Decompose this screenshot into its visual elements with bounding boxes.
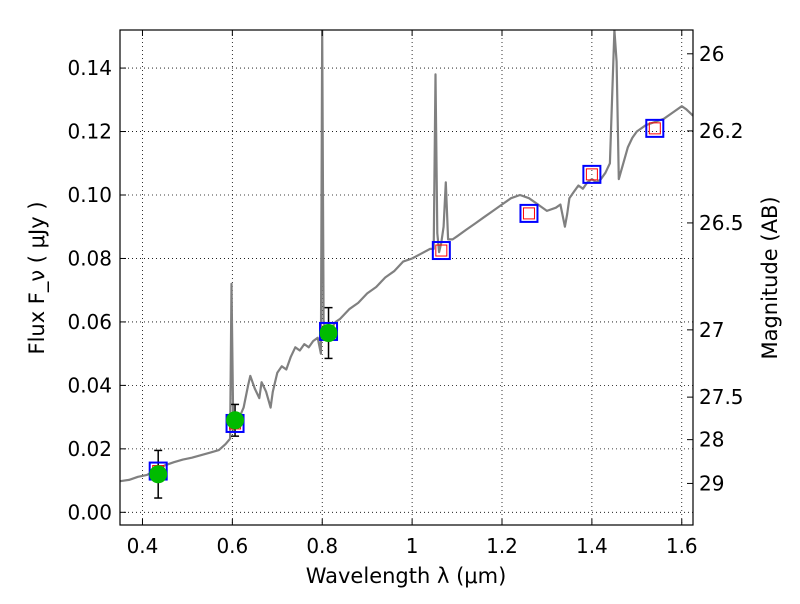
y2-tick-label: 26	[699, 42, 724, 66]
y2-tick-label: 26.2	[699, 119, 744, 143]
y-tick-label: 0.14	[67, 56, 112, 80]
spectrum-line	[120, 30, 693, 483]
x-tick-label: 1.4	[576, 534, 608, 558]
y-axis-label: Flux F_ν ( μJy )	[25, 201, 50, 354]
x-tick-label: 1.6	[666, 534, 698, 558]
model-square	[431, 241, 451, 261]
plot-frame	[119, 29, 694, 526]
y-tick-label: 0.00	[67, 500, 112, 524]
y-tick-label: 0.08	[67, 246, 112, 270]
model-square	[645, 118, 665, 138]
x-tick-label: 1.2	[486, 534, 518, 558]
x-tick-label: 0.4	[127, 534, 159, 558]
y-tick-label: 0.02	[67, 437, 112, 461]
ticks-layer	[120, 30, 693, 525]
model-square-inner	[522, 207, 535, 220]
model-square-inner	[585, 168, 598, 181]
y-tick-label: 0.06	[67, 310, 112, 334]
x-axis-label: Wavelength λ (μm)	[306, 564, 507, 588]
y2-axis-label: Magnitude (AB)	[758, 196, 782, 359]
markers-layer	[148, 118, 665, 499]
model-square-inner	[648, 122, 661, 135]
y2-tick-label: 29	[699, 471, 724, 495]
labels-layer: 0.4 0.6 0.8 1 1.2 1.4 1.6 0.00 0.02 0.04 0.06 0.08 0…	[67, 42, 743, 558]
y2-tick-label: 27	[699, 318, 724, 342]
x-tick-label: 0.8	[306, 534, 338, 558]
y2-tick-label: 28	[699, 428, 724, 452]
x-tick-label: 1	[406, 534, 419, 558]
model-square-inner	[435, 244, 448, 257]
measured-point	[149, 465, 168, 484]
grid-layer	[120, 30, 693, 525]
y2-tick-label: 26.5	[699, 211, 744, 235]
model-square	[519, 203, 539, 223]
y-tick-label: 0.10	[67, 183, 112, 207]
measured-point	[319, 324, 338, 343]
measured-point	[226, 411, 245, 430]
x-tick-label: 0.6	[216, 534, 248, 558]
y-tick-label: 0.04	[67, 373, 112, 397]
y-tick-label: 0.12	[67, 120, 112, 144]
y2-tick-label: 27.5	[699, 385, 744, 409]
spectrum-layer	[120, 30, 693, 483]
model-square	[582, 164, 602, 184]
